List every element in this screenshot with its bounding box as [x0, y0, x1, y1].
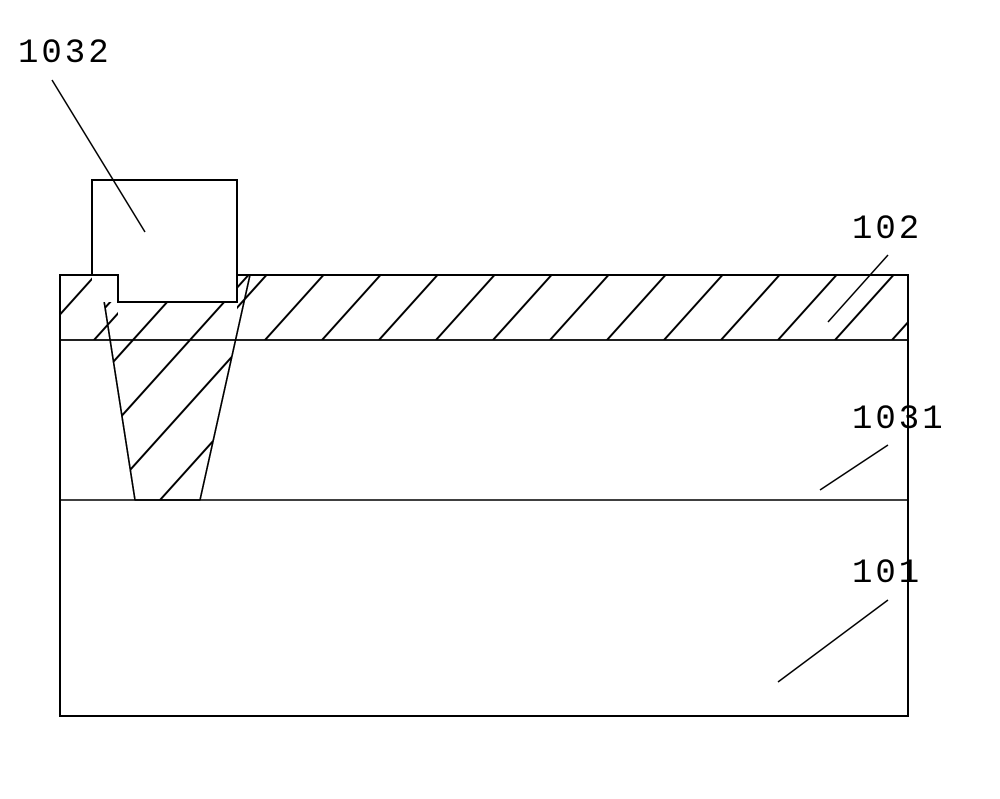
leader-l101: [778, 600, 888, 682]
leader-l1031: [820, 445, 888, 490]
label-l102: 102: [852, 211, 922, 249]
notch-fill: [118, 275, 237, 302]
label-l101: 101: [852, 555, 922, 593]
substrate-outline: [60, 275, 908, 716]
trap-right: [200, 275, 250, 500]
label-l1032: 1032: [18, 35, 112, 73]
leader-l102: [828, 255, 888, 322]
label-l1031: 1031: [852, 401, 946, 439]
wedge-region: [100, 275, 250, 500]
trap-left: [100, 275, 135, 500]
hatch-wedge: [0, 275, 534, 500]
